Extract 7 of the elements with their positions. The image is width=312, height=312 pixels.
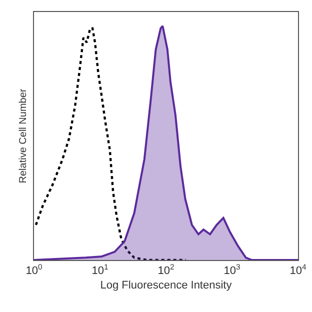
- x-axis-title: Log Fluorescence Intensity: [100, 279, 232, 292]
- x-tick-label: 10$^{2}$: [158, 262, 174, 278]
- x-tick-label: 10$^{4}$: [290, 262, 307, 278]
- y-axis-title: Relative Cell Number: [18, 88, 29, 184]
- x-tick-label: 10$^{0}$: [26, 262, 42, 278]
- x-tick-label: 10$^{3}$: [224, 262, 240, 278]
- x-tick-label: 10$^{1}$: [92, 262, 108, 278]
